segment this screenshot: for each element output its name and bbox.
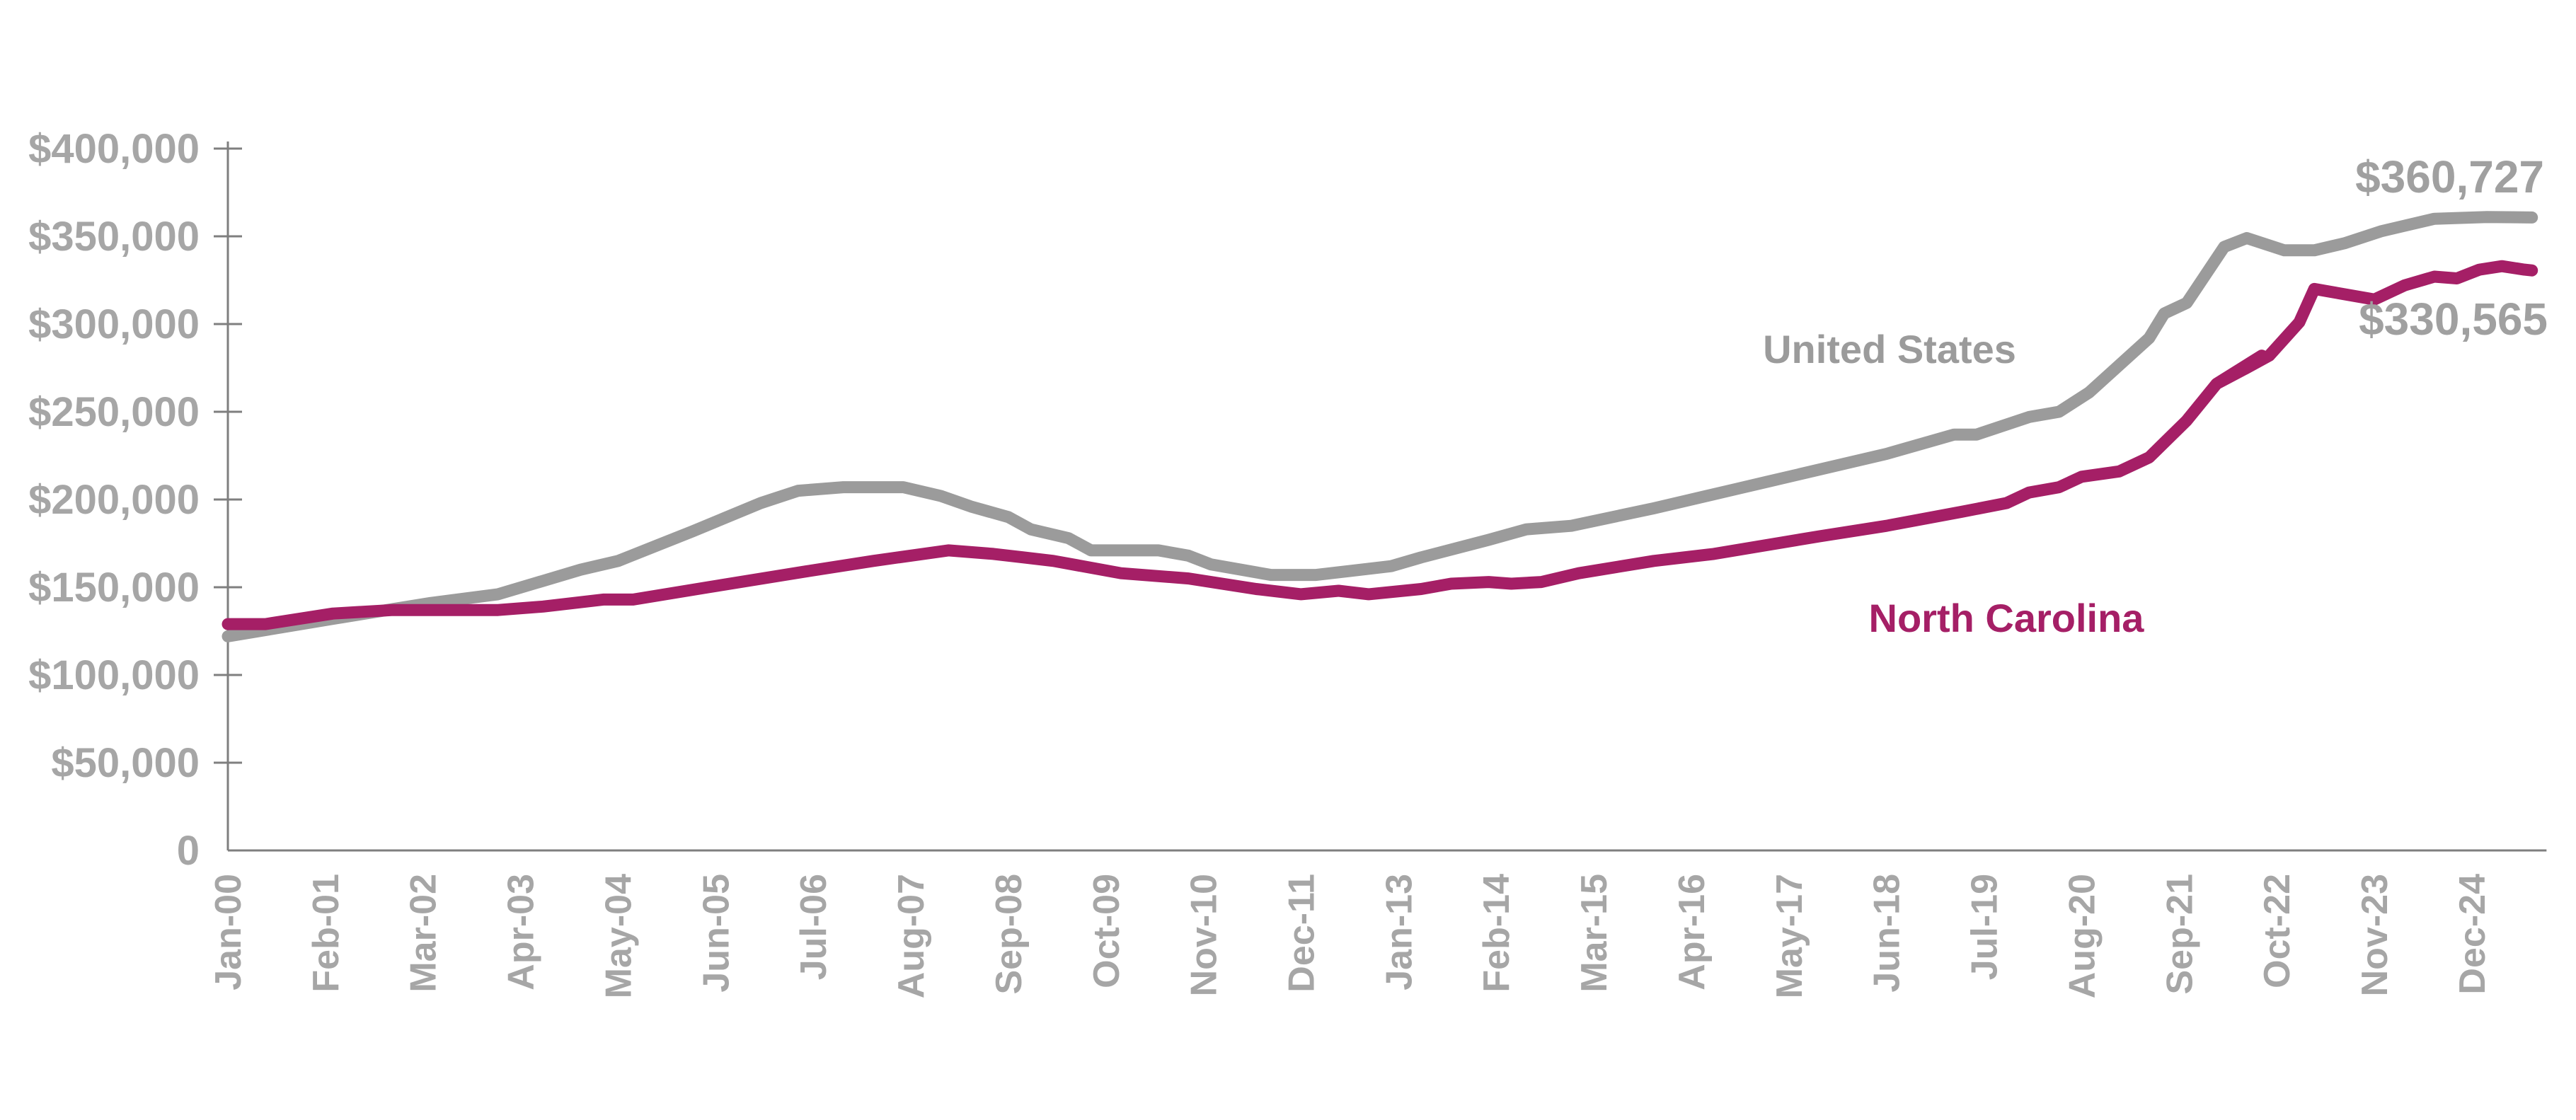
y-tick-label: $200,000 (28, 477, 200, 523)
y-tick-label: 0 (177, 828, 200, 874)
x-tick-label: Mar-15 (1574, 874, 1615, 993)
series-line-north-carolina (222, 260, 2538, 630)
x-tick-label: Nov-23 (2354, 874, 2396, 996)
y-tick-label: $350,000 (28, 214, 200, 260)
x-axis: Jan-00 Feb-01 Mar-02 Apr-03 May-04 Jun-05 Jul-… (208, 849, 2547, 998)
x-tick-label: Jun-18 (1867, 874, 1908, 993)
series-lines (222, 211, 2538, 642)
x-tick-label: May-17 (1769, 874, 1810, 998)
x-tick-label: Aug-07 (891, 874, 932, 998)
y-tick-label: $400,000 (28, 126, 200, 172)
x-tick-label: Feb-14 (1476, 874, 1517, 993)
series-label-north-carolina: North Carolina (1869, 596, 2145, 640)
x-tick-label: Nov-10 (1184, 874, 1225, 996)
x-tick-label: May-04 (598, 874, 639, 998)
x-tick-label: Jan-13 (1379, 874, 1420, 991)
x-tick-label: Dec-11 (1282, 874, 1323, 993)
end-value-united-states: $360,727 (2355, 151, 2544, 202)
x-tick-label: Oct-22 (2257, 874, 2298, 988)
y-tick-label: $150,000 (28, 565, 200, 611)
x-tick-label: Apr-16 (1672, 874, 1713, 991)
y-tick-label: $50,000 (51, 740, 200, 786)
x-tick-label: Jul-19 (1965, 874, 2006, 980)
series-label-united-states: United States (1763, 327, 2016, 371)
x-tick-label: Feb-01 (306, 874, 347, 993)
x-tick-label: Jan-00 (208, 874, 249, 991)
x-tick-label: Sep-21 (2159, 874, 2200, 995)
x-tick-label: Jun-05 (696, 874, 737, 993)
series-labels: United States North Carolina $360,727 $3… (1763, 151, 2548, 640)
y-tick-label: $250,000 (28, 389, 200, 435)
x-tick-label: Dec-24 (2452, 874, 2493, 995)
x-tick-label: Sep-08 (989, 874, 1030, 995)
x-tick-label: Mar-02 (403, 874, 444, 993)
y-axis: 0 $50,000 $100,000 $150,000 $200,000 $250,000… (28, 126, 242, 874)
x-tick-label: Apr-03 (501, 874, 542, 991)
series-line-united-states (222, 211, 2538, 642)
x-tick-label: Aug-20 (2062, 874, 2103, 998)
y-tick-label: $100,000 (28, 652, 200, 698)
x-tick-label: Oct-09 (1086, 874, 1127, 988)
x-tick-label: Jul-06 (793, 874, 834, 980)
end-value-north-carolina: $330,565 (2359, 294, 2548, 345)
y-tick-label: $300,000 (28, 301, 200, 347)
